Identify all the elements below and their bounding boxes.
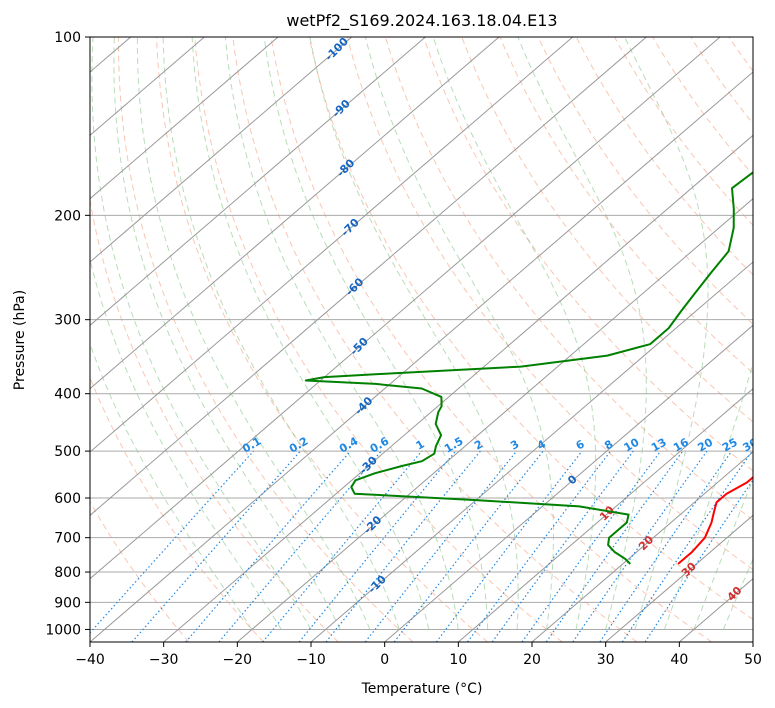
y-axis: 1000 900 800 700 600 500 400 300 200 100 bbox=[45, 30, 90, 638]
moist-adiabat-line bbox=[224, 37, 459, 630]
dewpoint-trace bbox=[304, 171, 753, 565]
mixing-ratio-label: 36 bbox=[761, 435, 775, 454]
chart-title: wetPf2_S169.2024.163.18.04.E13 bbox=[286, 11, 557, 31]
isotherm-line bbox=[90, 37, 353, 263]
moist-adiabat-line bbox=[664, 361, 753, 630]
y-tick-label: 800 bbox=[54, 565, 81, 581]
y-axis-label: Pressure (hPa) bbox=[12, 290, 28, 390]
dry-adiabat-line bbox=[156, 37, 488, 642]
mixing-ratio-line bbox=[467, 450, 612, 642]
moist-adiabat-line bbox=[162, 37, 400, 630]
plot-frame bbox=[89, 36, 754, 643]
mixing-ratio-line bbox=[298, 450, 457, 642]
moist-adiabat-line bbox=[90, 342, 253, 630]
mixing-ratio-line bbox=[521, 450, 662, 642]
skewed-isotherms bbox=[0, 37, 753, 642]
dry-adiabat-line bbox=[90, 376, 264, 642]
mixing-ratio-lines bbox=[90, 450, 753, 642]
mixing-ratio-line bbox=[262, 450, 423, 642]
x-axis-label: Temperature (°C) bbox=[361, 681, 483, 697]
isotherm-line bbox=[90, 37, 721, 580]
y-tick-label: 900 bbox=[54, 595, 81, 611]
isotherm-line bbox=[752, 641, 753, 642]
moist-adiabat-line bbox=[113, 37, 341, 630]
dry-adiabat-line bbox=[194, 37, 563, 642]
isotherm-line bbox=[458, 388, 753, 642]
dry-adiabat-line bbox=[90, 500, 190, 642]
mixing-ratio-line bbox=[435, 450, 583, 642]
x-tick-label: −20 bbox=[223, 652, 253, 668]
moist-adiabat-line bbox=[364, 37, 554, 630]
mixing-ratio-line bbox=[572, 450, 708, 642]
mixing-ratio-line bbox=[491, 450, 634, 642]
moist-adiabat-line bbox=[693, 477, 753, 630]
dry-adiabat-line bbox=[308, 37, 753, 621]
y-tick-label: 700 bbox=[54, 531, 81, 547]
isotherm-line bbox=[605, 514, 753, 642]
dry-adiabat-line bbox=[767, 37, 775, 642]
mixing-ratio-line bbox=[218, 450, 382, 642]
isotherm-line bbox=[531, 451, 753, 642]
x-tick-label: 50 bbox=[744, 652, 762, 668]
sounding-traces bbox=[304, 171, 753, 565]
isotherm-line bbox=[90, 37, 279, 200]
mixing-ratio-line bbox=[644, 479, 753, 642]
moist-adiabat-line bbox=[432, 37, 597, 630]
moist-adiabat-line bbox=[90, 257, 282, 630]
moist-adiabats bbox=[90, 37, 753, 630]
mixing-ratio-line bbox=[545, 450, 684, 642]
x-tick-label: −40 bbox=[75, 652, 105, 668]
mixing-ratio-line bbox=[621, 450, 753, 642]
isotherm-line bbox=[384, 324, 753, 642]
y-tick-label: 600 bbox=[54, 491, 81, 507]
isotherm-line bbox=[90, 71, 753, 642]
dry-adiabat-line bbox=[423, 37, 753, 472]
x-tick-label: 30 bbox=[597, 652, 615, 668]
x-tick-label: −10 bbox=[296, 652, 326, 668]
y-tick-label: 100 bbox=[54, 30, 81, 46]
isotherm-line bbox=[90, 37, 426, 326]
y-tick-label: 500 bbox=[54, 444, 81, 460]
y-tick-label: 1000 bbox=[45, 622, 81, 638]
isotherm-line bbox=[90, 37, 574, 453]
x-axis: −40 −30 −20 −10 0 10 20 30 40 50 bbox=[75, 642, 762, 668]
temperature-trace bbox=[677, 475, 753, 565]
x-tick-label: 20 bbox=[523, 652, 541, 668]
y-tick-label: 300 bbox=[54, 313, 81, 329]
y-tick-label: 400 bbox=[54, 387, 81, 403]
y-tick-label: 200 bbox=[54, 208, 81, 224]
moist-adiabat-line bbox=[309, 37, 519, 630]
mixing-ratio-line bbox=[599, 450, 733, 642]
mixing-ratio-line bbox=[90, 450, 255, 634]
x-tick-label: 10 bbox=[449, 652, 467, 668]
x-tick-label: −30 bbox=[149, 652, 179, 668]
mixing-ratio-line bbox=[131, 450, 301, 642]
isotherm-line bbox=[90, 37, 647, 516]
dry-adiabats bbox=[90, 37, 775, 642]
moist-adiabat-line bbox=[263, 37, 489, 630]
x-tick-label: 0 bbox=[380, 652, 389, 668]
moist-adiabat-line bbox=[624, 37, 709, 630]
dry-adiabat-line bbox=[499, 37, 753, 374]
isotherm-line bbox=[237, 198, 753, 642]
isotherm-line bbox=[90, 37, 500, 390]
x-tick-label: 40 bbox=[670, 652, 688, 668]
dry-adiabat-line bbox=[461, 37, 753, 423]
moist-adiabat-line bbox=[191, 37, 430, 630]
isotherm-line bbox=[310, 261, 753, 642]
dry-adiabat-line bbox=[90, 197, 339, 642]
plot-area bbox=[90, 37, 753, 642]
moist-adiabat-line bbox=[517, 37, 647, 630]
dry-adiabat-line bbox=[232, 37, 638, 642]
isotherm-line bbox=[0, 37, 57, 642]
dry-adiabat-line bbox=[537, 37, 753, 325]
mixing-ratio-line bbox=[325, 450, 481, 642]
moist-adiabat-line bbox=[722, 557, 753, 630]
isotherm-line bbox=[163, 134, 753, 642]
dry-adiabat-line bbox=[346, 37, 753, 571]
moist-adiabat-line bbox=[91, 37, 312, 630]
